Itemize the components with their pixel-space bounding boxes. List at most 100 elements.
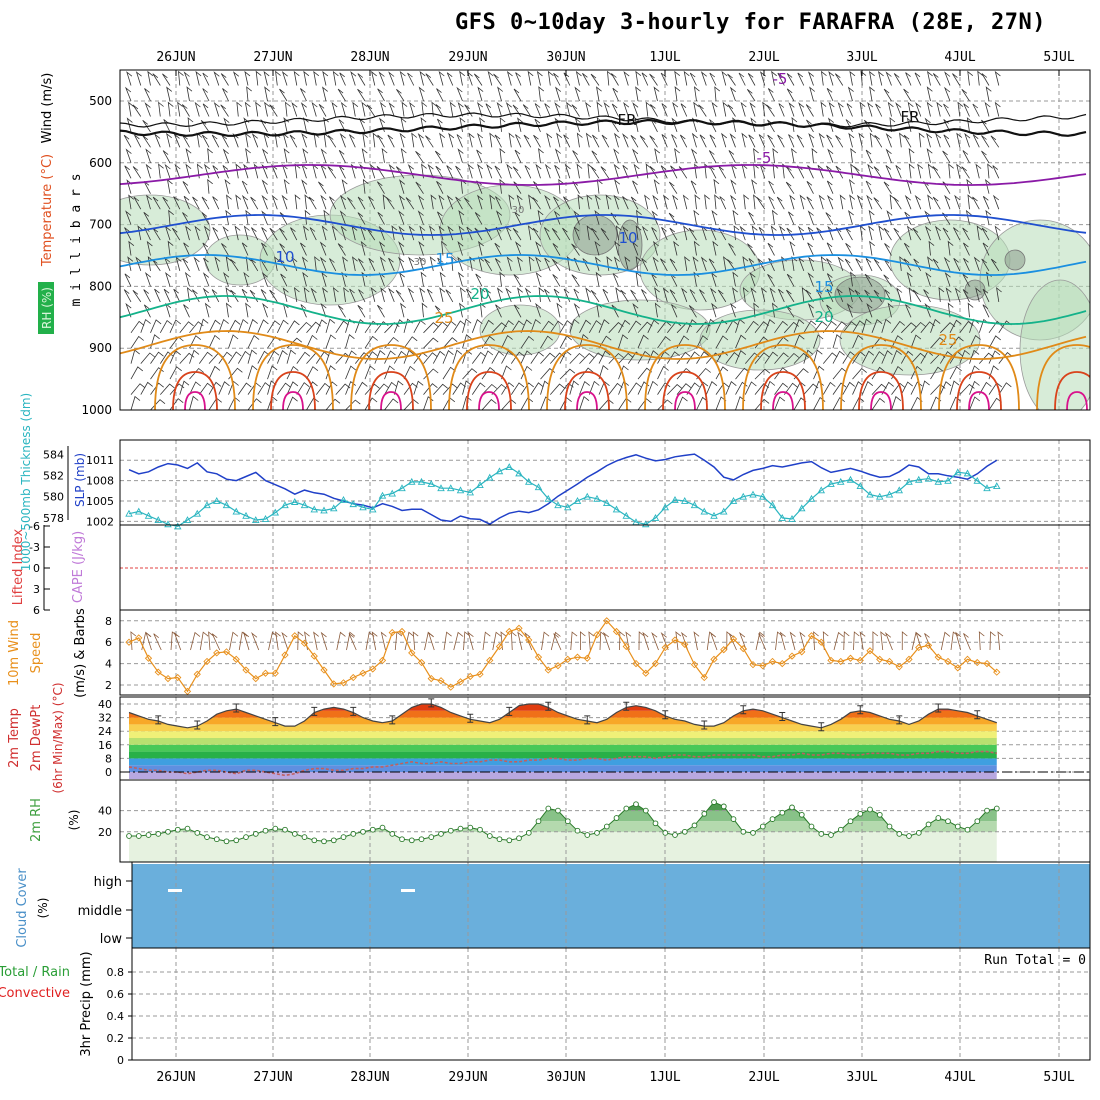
upper-wind-barb	[906, 225, 913, 241]
cloud-level-label: low	[100, 932, 123, 947]
wind10m-barb	[453, 631, 464, 651]
upper-wind-barb	[349, 288, 356, 303]
upper-wind-barb	[967, 302, 974, 318]
upper-wind-barb	[959, 321, 974, 334]
upper-wind-barb	[540, 335, 553, 349]
upper-wind-barb	[850, 163, 857, 179]
upper-wind-barb	[885, 148, 892, 163]
upper-wind-barb	[386, 197, 395, 210]
upper-wind-barb	[193, 256, 200, 272]
wind10m-speed-point	[388, 628, 396, 637]
upper-wind-barb	[618, 352, 634, 364]
upper-wind-barb	[612, 87, 619, 102]
temp-minmax-errorbar	[545, 701, 552, 711]
upper-wind-barb	[906, 271, 913, 287]
upper-wind-barb	[975, 287, 982, 302]
upper-wind-barb	[805, 104, 814, 117]
upper-wind-barb	[776, 196, 785, 210]
upper-wind-barb	[314, 256, 320, 271]
upper-wind-barb	[939, 351, 953, 364]
upper-wind-barb	[269, 289, 278, 303]
upper-wind-barb	[741, 132, 748, 148]
upper-wind-barb	[384, 398, 399, 410]
upper-wind-barb	[647, 319, 660, 333]
wind10m-speed-point	[135, 634, 143, 642]
upper-wind-barb	[311, 101, 318, 117]
upper-wind-barb	[728, 150, 736, 163]
upper-wind-barb	[281, 194, 288, 210]
upper-wind-barb	[614, 240, 621, 256]
upper-wind-barb	[179, 352, 195, 364]
upper-wind-barb	[411, 132, 418, 148]
upper-wind-barb	[430, 194, 437, 210]
upper-wind-barb	[766, 104, 775, 117]
upper-wind-barb	[400, 302, 406, 318]
upper-wind-barb	[457, 241, 464, 256]
thickness-point	[534, 483, 543, 491]
upper-wind-barb	[496, 101, 503, 117]
upper-wind-barb	[128, 101, 134, 117]
upper-wind-barb	[264, 86, 271, 102]
wind10m-barb	[859, 631, 866, 651]
upper-wind-barb	[873, 258, 883, 272]
upper-wind-barb	[202, 103, 210, 117]
rh2m-point	[233, 837, 240, 844]
temp-tick-label: 32	[98, 712, 112, 725]
upper-wind-barb	[554, 102, 561, 117]
upper-wind-barb	[725, 381, 737, 395]
upper-wind-barb	[222, 88, 229, 102]
upper-wind-barb	[451, 256, 457, 271]
upper-wind-barb	[767, 273, 775, 287]
upper-wind-barb	[364, 383, 380, 395]
temp-color-band	[129, 704, 997, 711]
upper-wind-barb	[435, 165, 444, 179]
upper-wind-barb	[514, 241, 522, 256]
temp2m-line	[128, 703, 997, 729]
upper-wind-barb	[590, 73, 600, 86]
upper-wind-barb	[571, 274, 580, 287]
top-date-label: 4JUL	[944, 50, 975, 65]
wind10m-barbs-label: (m/s) & Barbs	[73, 608, 88, 698]
upper-wind-barb	[395, 166, 405, 179]
upper-wind-barb	[546, 132, 553, 148]
upper-wind-barb	[982, 242, 990, 256]
upper-wind-barb	[185, 163, 192, 179]
upper-wind-barb	[166, 86, 173, 102]
thickness-series-line	[128, 466, 997, 528]
upper-wind-barb	[436, 180, 444, 194]
temp-contour-30	[742, 344, 824, 410]
upper-wind-barb	[220, 73, 229, 86]
cloud-cover-fill	[132, 864, 1090, 948]
upper-wind-barb	[535, 241, 542, 256]
upper-wind-barb	[934, 225, 941, 241]
contour-label: 15	[435, 250, 454, 268]
upper-wind-barb	[517, 287, 523, 302]
upper-wind-barb	[615, 287, 622, 302]
temp-color-band	[129, 724, 997, 732]
upper-wind-barb	[728, 243, 736, 256]
upper-wind-barb	[459, 117, 466, 132]
thickness-point	[251, 516, 260, 523]
upper-wind-barb	[657, 365, 669, 380]
temp-tick-label: 40	[98, 698, 112, 711]
upper-wind-barb	[549, 320, 564, 334]
temp-contour-40	[968, 391, 990, 410]
upper-wind-barb	[553, 288, 561, 303]
rh2m-point	[262, 827, 269, 834]
upper-wind-barb	[947, 240, 954, 256]
upper-wind-barb	[771, 70, 777, 86]
upper-wind-barb	[767, 119, 775, 133]
upper-wind-barb	[354, 381, 368, 395]
upper-wind-barb	[669, 258, 678, 272]
wind10m-speed-point	[252, 674, 260, 683]
upper-wind-barb	[315, 382, 331, 395]
upper-wind-barb	[377, 134, 385, 148]
upper-wind-barb	[813, 321, 828, 334]
upper-wind-barb	[990, 258, 1000, 272]
thickness-point	[963, 469, 972, 477]
wind10m-barb	[693, 631, 700, 651]
upper-wind-barb	[721, 70, 728, 86]
upper-wind-barb	[544, 103, 551, 117]
upper-wind-barb	[786, 166, 795, 179]
temp-contour-30	[546, 344, 628, 410]
